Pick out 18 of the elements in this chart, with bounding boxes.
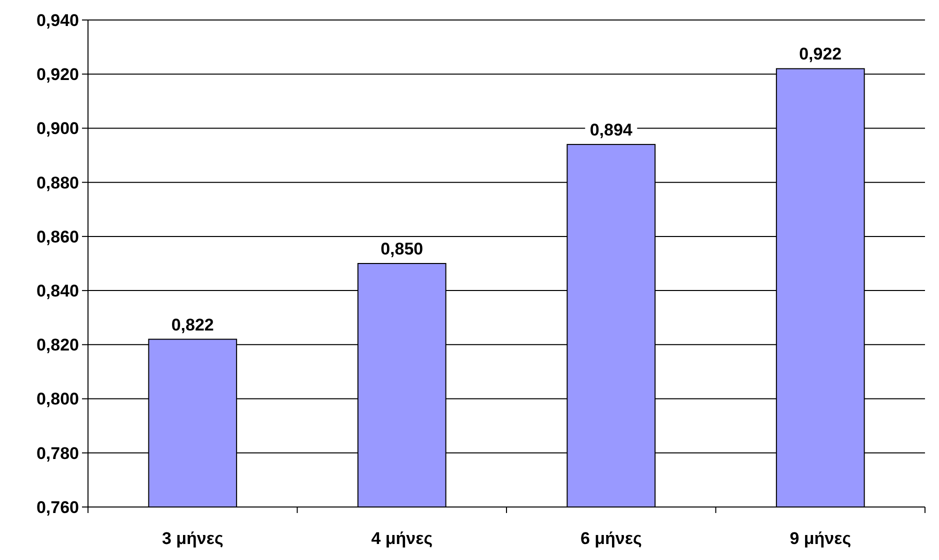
x-tick-label: 3 μήνες — [162, 529, 224, 548]
y-tick-label: 0,920 — [36, 65, 79, 84]
y-tick-label: 0,940 — [36, 10, 79, 30]
y-tick-label: 0,880 — [36, 173, 79, 192]
data-label: 0,850 — [380, 240, 424, 258]
y-tick-label: 0,760 — [36, 498, 79, 517]
y-tick-label: 0,840 — [36, 282, 79, 301]
y-tick-label: 0,780 — [36, 444, 79, 463]
y-tick-label: 0,800 — [36, 390, 79, 409]
y-tick-label: 0,820 — [36, 336, 79, 355]
y-tick-label: 0,900 — [36, 119, 79, 138]
y-tick-label: 0,860 — [36, 227, 79, 246]
data-label: 0,894 — [590, 120, 633, 140]
x-tick-label: 9 μήνες — [790, 529, 852, 548]
x-tick-label: 4 μήνες — [371, 529, 433, 548]
x-tick-label: 6 μήνες — [580, 529, 642, 548]
data-label: 0,922 — [799, 44, 842, 64]
data-label: 0,822 — [171, 315, 214, 334]
